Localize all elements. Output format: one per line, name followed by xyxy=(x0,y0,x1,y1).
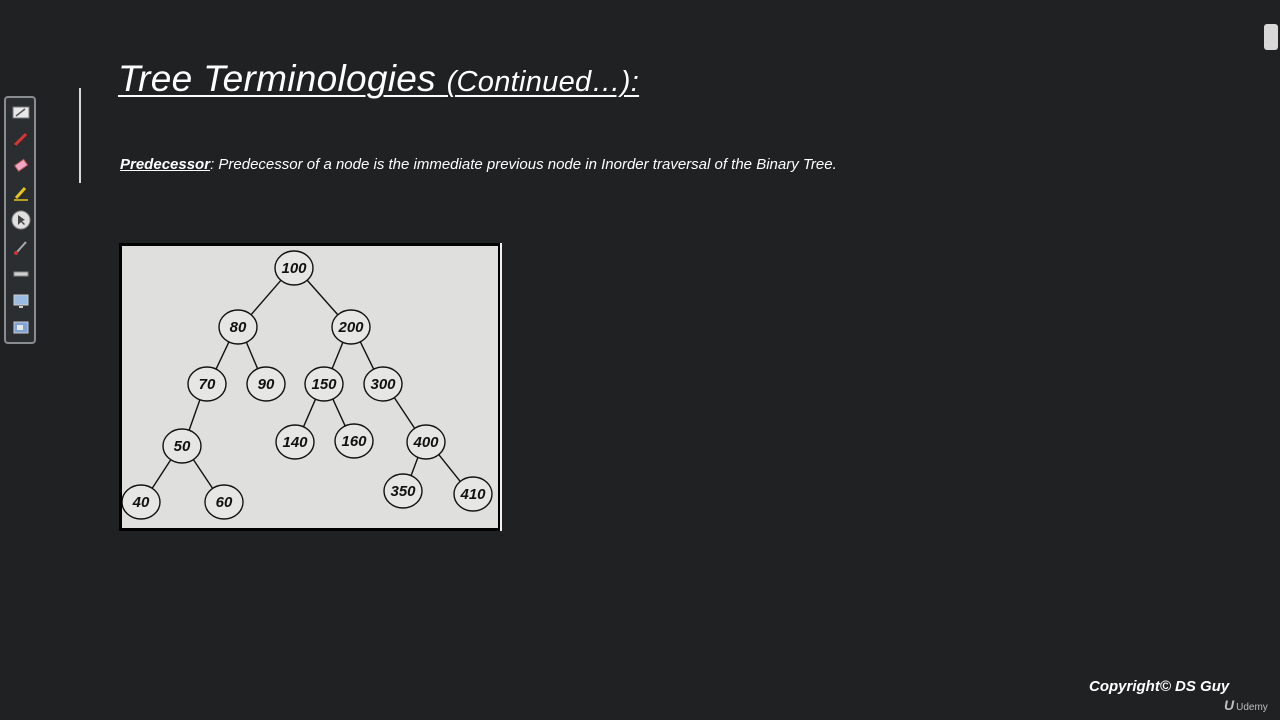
tree-node-circle xyxy=(246,366,286,402)
tree-node-circle xyxy=(218,309,258,345)
tree-node-50: 50 xyxy=(162,428,202,464)
tree-node-circle xyxy=(274,250,314,286)
tree-node-circle xyxy=(406,424,446,460)
tree-node-label: 40 xyxy=(132,494,150,511)
tree-node-circle xyxy=(453,476,493,512)
tree-node-label: 100 xyxy=(281,260,307,277)
tree-node-400: 400 xyxy=(406,424,446,460)
tree-node-label: 70 xyxy=(199,376,216,393)
tree-edge-150-160 xyxy=(332,398,346,427)
tree-edge-400-350 xyxy=(410,457,419,476)
tree-node-80: 80 xyxy=(218,309,258,345)
binary-tree-canvas: 100 80 200 70 90 150 300 50 140 160 400 40 60 350 410 xyxy=(122,250,493,520)
tree-node-circle xyxy=(304,366,344,402)
udemy-brand-name: Udemy xyxy=(1236,702,1268,713)
tree-node-label: 60 xyxy=(216,494,233,511)
tree-node-circle xyxy=(331,309,371,345)
line-icon xyxy=(13,271,29,277)
tree-node-circle xyxy=(204,484,244,520)
tree-edge-100-200 xyxy=(306,279,339,316)
tree-edge-100-80 xyxy=(250,279,282,316)
highlighter-icon xyxy=(14,186,28,201)
tree-node-label: 160 xyxy=(341,433,367,450)
eraser-icon xyxy=(13,158,29,173)
tree-node-circle xyxy=(187,366,227,402)
tree-node-label: 200 xyxy=(337,319,364,336)
tree-node-label: 150 xyxy=(311,376,337,393)
tree-edge-80-90 xyxy=(245,341,259,370)
predecessor-definition: Predecessor: Predecessor of a node is th… xyxy=(120,156,837,173)
tree-edge-300-400 xyxy=(393,397,416,429)
copyright-notice: Copyright© DS Guy xyxy=(1089,678,1230,695)
tree-edge-50-40 xyxy=(151,459,172,489)
slide-title-main: Tree Terminologies xyxy=(118,58,447,99)
tree-node-label: 90 xyxy=(258,376,275,393)
tree-node-200: 200 xyxy=(331,309,371,345)
tree-node-label: 300 xyxy=(370,376,396,393)
udemy-logo-icon: U xyxy=(1224,697,1235,713)
tree-node-150: 150 xyxy=(304,366,344,402)
slide-title: Tree Terminologies (Continued…): xyxy=(118,58,639,100)
tree-node-circle xyxy=(275,424,315,460)
tree-node-circle xyxy=(363,366,403,402)
tree-edge-70-50 xyxy=(188,399,201,431)
pen-tool-button[interactable] xyxy=(11,129,31,149)
tree-node-label: 400 xyxy=(412,434,439,451)
brush-icon xyxy=(14,241,27,255)
screen-icon xyxy=(13,294,29,308)
tree-node-40: 40 xyxy=(122,484,161,520)
tree-edge-200-300 xyxy=(359,341,375,370)
tree-edge-400-410 xyxy=(438,454,461,482)
udemy-watermark: U Udemy xyxy=(1224,697,1268,713)
tree-edge-50-60 xyxy=(192,459,214,489)
pointer-icon xyxy=(11,210,31,230)
tree-node-label: 50 xyxy=(174,438,191,455)
tree-node-140: 140 xyxy=(275,424,315,460)
tree-node-label: 140 xyxy=(282,434,308,451)
whiteboard-icon xyxy=(12,106,30,119)
tree-edge-80-70 xyxy=(215,341,230,370)
presentation-control-widget[interactable] xyxy=(1264,24,1278,50)
eraser-tool-button[interactable] xyxy=(11,156,31,176)
pen-icon xyxy=(13,132,28,148)
screen-capture-tool-button[interactable] xyxy=(11,318,31,338)
definition-text: : Predecessor of a node is the immediate… xyxy=(210,156,837,173)
screen-tool-button[interactable] xyxy=(11,291,31,311)
slide-title-suffix: (Continued…): xyxy=(446,66,640,98)
highlighter-tool-button[interactable] xyxy=(11,183,31,203)
annotation-toolbar xyxy=(4,96,36,344)
tree-node-label: 350 xyxy=(390,483,416,500)
tree-node-circle xyxy=(162,428,202,464)
tree-node-410: 410 xyxy=(453,476,493,512)
tree-node-100: 100 xyxy=(274,250,314,286)
binary-tree-diagram: 100 80 200 70 90 150 300 50 140 160 400 40 60 350 410 xyxy=(119,243,502,531)
tree-node-circle xyxy=(334,423,374,459)
tree-node-350: 350 xyxy=(383,473,423,509)
tree-node-circle xyxy=(122,484,161,520)
tree-node-300: 300 xyxy=(363,366,403,402)
vertical-divider xyxy=(79,88,81,183)
tree-edge-200-150 xyxy=(331,342,344,369)
brush-tool-button[interactable] xyxy=(11,237,31,257)
whiteboard-tool-button[interactable] xyxy=(11,102,31,122)
screen-capture-icon xyxy=(13,321,29,334)
tree-node-label: 80 xyxy=(230,319,247,336)
tree-node-label: 410 xyxy=(459,486,486,503)
tree-node-70: 70 xyxy=(187,366,227,402)
definition-term: Predecessor xyxy=(120,156,211,173)
line-tool-button[interactable] xyxy=(11,264,31,284)
tree-node-90: 90 xyxy=(246,366,286,402)
pointer-tool-button[interactable] xyxy=(11,210,31,230)
tree-edge-150-140 xyxy=(302,398,317,428)
tree-node-60: 60 xyxy=(204,484,244,520)
tree-node-circle xyxy=(383,473,423,509)
tree-node-160: 160 xyxy=(334,423,374,459)
